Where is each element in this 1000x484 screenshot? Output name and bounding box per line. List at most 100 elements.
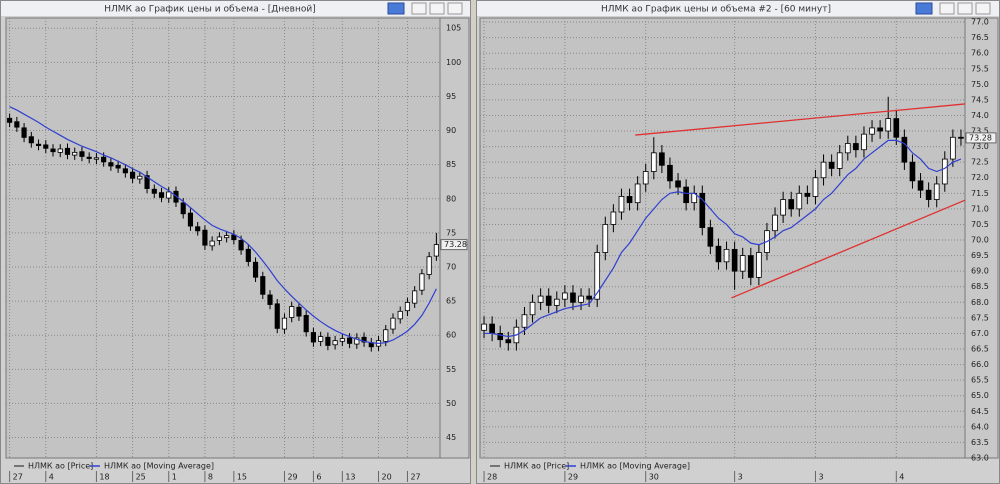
minimize-button[interactable] xyxy=(411,2,427,15)
candle-body xyxy=(545,295,552,306)
candle-body xyxy=(917,180,924,191)
y-tick-label: 65.0 xyxy=(971,391,989,400)
candle-body xyxy=(634,183,641,204)
candle-body xyxy=(318,336,324,342)
candle-body xyxy=(796,192,803,210)
x-tick-label: 29 xyxy=(568,473,578,482)
last-price-label: 73.28 xyxy=(444,240,467,249)
pin-button[interactable] xyxy=(915,2,933,15)
y-tick-label: 70.0 xyxy=(971,236,989,245)
y-tick-label: 70 xyxy=(446,262,456,271)
candle-body xyxy=(836,152,843,169)
y-tick-label: 80 xyxy=(446,194,456,203)
candle-body xyxy=(28,136,34,144)
candle-body xyxy=(933,183,940,200)
x-tick-label: 8 xyxy=(208,473,213,482)
x-tick-label: 27 xyxy=(13,473,23,482)
y-tick-label: 73.0 xyxy=(971,142,989,151)
candle-body xyxy=(788,199,795,210)
candle-body xyxy=(804,192,811,197)
chart-window: НЛМК ао График цены и объема - [Дневной]… xyxy=(0,0,471,484)
candle-body xyxy=(861,133,867,151)
y-tick-label: 72.0 xyxy=(971,173,989,182)
candle-body xyxy=(659,152,665,166)
candle-body xyxy=(101,156,107,163)
candle-body xyxy=(950,136,956,160)
candle-body xyxy=(853,143,859,151)
candle-body xyxy=(347,337,353,344)
candle-body xyxy=(489,323,495,334)
candle-body xyxy=(419,273,425,291)
candle-body xyxy=(626,196,633,204)
candle-body xyxy=(756,252,762,278)
candle-body xyxy=(108,162,114,167)
maximize-button[interactable] xyxy=(429,2,445,15)
candle-body xyxy=(64,147,71,155)
y-tick-label: 77.0 xyxy=(971,18,989,27)
candle-body xyxy=(618,196,625,213)
candle-body xyxy=(650,152,657,172)
candle-body xyxy=(731,248,738,272)
moving-average-line xyxy=(9,106,437,344)
candle-body xyxy=(893,118,900,138)
candle-body xyxy=(812,177,819,197)
y-tick-label: 72.5 xyxy=(971,158,989,167)
candle-body xyxy=(941,158,948,185)
candle-body xyxy=(739,255,746,272)
candle-body xyxy=(122,168,128,174)
candle-body xyxy=(707,227,714,247)
maximize-button[interactable] xyxy=(957,2,973,15)
candle-body xyxy=(537,295,544,303)
close-button[interactable] xyxy=(447,2,463,15)
candle-body xyxy=(521,314,528,328)
candle-body xyxy=(383,329,389,342)
y-tick-label: 50 xyxy=(446,399,456,408)
candle-body xyxy=(397,310,403,320)
y-tick-label: 64.0 xyxy=(971,422,989,431)
x-tick-label: 6 xyxy=(316,473,321,482)
y-tick-label: 60 xyxy=(446,331,456,340)
y-tick-label: 74.0 xyxy=(971,111,989,120)
candle-body xyxy=(209,240,215,247)
candle-body xyxy=(21,127,27,138)
candle-body xyxy=(216,236,222,241)
candle-body xyxy=(144,175,150,189)
y-tick-label: 85 xyxy=(446,160,456,169)
last-price-label: 73.28 xyxy=(969,133,992,142)
candle-body xyxy=(553,298,560,306)
candle-body xyxy=(72,151,78,156)
x-tick-label: 4 xyxy=(899,473,904,482)
y-tick-label: 76.5 xyxy=(971,33,989,42)
close-button[interactable] xyxy=(975,2,991,15)
candle-body xyxy=(958,136,964,139)
pin-button[interactable] xyxy=(387,2,405,15)
price-axis xyxy=(439,17,470,459)
x-tick-label: 27 xyxy=(410,473,420,482)
candle-body xyxy=(187,212,194,227)
last-price-box xyxy=(965,132,997,144)
y-tick-label: 100 xyxy=(446,58,461,67)
x-tick-label: 13 xyxy=(345,473,355,482)
y-tick-label: 55 xyxy=(446,365,456,374)
x-tick-label: 15 xyxy=(237,473,247,482)
candle-body xyxy=(115,164,121,169)
candle-body xyxy=(151,188,157,194)
y-tick-label: 66.5 xyxy=(971,345,989,354)
candle-body xyxy=(361,336,367,343)
candle-body xyxy=(180,202,186,215)
candle-body xyxy=(245,248,251,262)
minimize-button[interactable] xyxy=(939,2,955,15)
y-tick-label: 67.5 xyxy=(971,313,989,322)
candle-body xyxy=(14,121,20,128)
candle-body xyxy=(166,191,172,199)
candle-body xyxy=(158,192,165,198)
y-tick-label: 75.5 xyxy=(971,64,989,73)
candle-body xyxy=(570,292,576,303)
candle-body xyxy=(354,337,360,345)
candle-body xyxy=(260,276,266,295)
y-tick-label: 64.5 xyxy=(971,407,989,416)
candle-body xyxy=(699,192,706,228)
candle-body xyxy=(296,306,302,317)
y-tick-label: 69.5 xyxy=(971,251,989,260)
